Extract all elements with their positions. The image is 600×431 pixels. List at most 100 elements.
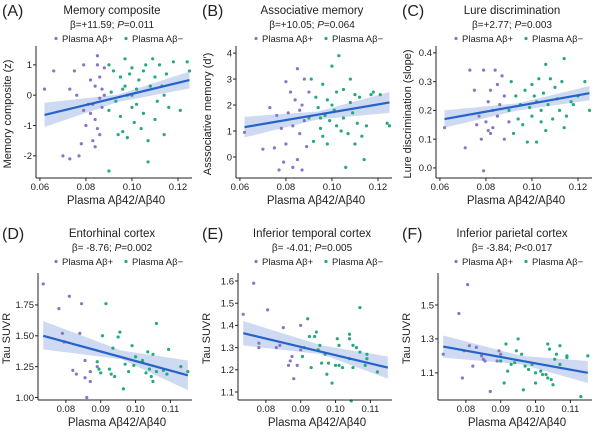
point-abeta-negative	[330, 64, 334, 68]
legend-marker	[254, 36, 258, 41]
point-abeta-negative	[558, 362, 562, 366]
point-abeta-negative	[151, 57, 155, 61]
point-abeta-negative	[186, 369, 190, 374]
point-abeta-negative	[179, 365, 183, 369]
legend-marker	[454, 259, 458, 264]
point-abeta-positive	[484, 120, 488, 124]
point-abeta-negative	[309, 77, 313, 81]
point-abeta-positive	[266, 308, 270, 312]
stat-text: β=+10.05; P=0.064	[269, 20, 355, 31]
point-abeta-positive	[281, 326, 285, 330]
point-abeta-positive	[295, 363, 299, 367]
point-abeta-positive	[286, 111, 290, 115]
point-abeta-negative	[100, 334, 105, 338]
point-abeta-negative	[549, 378, 553, 382]
y-axis-label: Tau SUVR	[201, 313, 213, 364]
point-abeta-negative	[513, 361, 517, 365]
x-tick-label: 0.11	[161, 404, 179, 415]
x-tick-label: 0.08	[457, 404, 476, 415]
point-abeta-negative	[153, 75, 157, 79]
panel-b: (B) Associative memory β=+10.05; P=0.064 Pl…	[200, 0, 400, 215]
y-tick-label: 4	[227, 48, 232, 59]
point-abeta-negative	[149, 374, 153, 379]
point-abeta-positive	[457, 311, 461, 316]
point-abeta-positive	[52, 69, 56, 73]
x-axis-label: Plasma Aβ42/Aβ40	[67, 195, 165, 207]
legend-label: Plasma Aβ+	[462, 34, 514, 45]
x-tick-label: 0.08	[77, 182, 96, 193]
point-abeta-negative	[146, 160, 150, 164]
point-abeta-negative	[537, 77, 541, 81]
legend-marker	[524, 259, 528, 264]
point-abeta-negative	[316, 106, 320, 110]
point-abeta-positive	[68, 87, 72, 91]
point-abeta-negative	[107, 367, 112, 371]
point-abeta-negative	[351, 111, 355, 115]
x-tick-label: 0.08	[277, 182, 296, 193]
point-abeta-positive	[486, 100, 490, 104]
point-abeta-negative	[116, 133, 120, 137]
y-tick-label: 1.00	[16, 393, 35, 404]
point-abeta-negative	[521, 123, 525, 127]
y-axis-label: Lure discrimination (slope)	[402, 50, 414, 179]
point-abeta-negative	[330, 381, 334, 385]
point-abeta-negative	[539, 108, 543, 113]
point-abeta-negative	[313, 334, 317, 339]
point-abeta-negative	[507, 108, 511, 113]
point-abeta-negative	[521, 388, 525, 392]
point-abeta-negative	[509, 80, 513, 84]
point-abeta-negative	[548, 77, 552, 81]
panel-d: (D) Entorhinal cortex β= -8.76; P=0.002 Pla…	[0, 215, 200, 430]
y-tick-label: 1.25	[16, 362, 35, 373]
point-abeta-positive	[82, 63, 86, 67]
panel-title: Associative memory	[261, 5, 364, 17]
point-abeta-negative	[318, 343, 322, 347]
point-abeta-negative	[499, 359, 503, 363]
point-abeta-positive	[95, 126, 100, 131]
point-abeta-positive	[299, 323, 303, 328]
point-abeta-positive	[261, 147, 265, 151]
point-abeta-negative	[318, 116, 323, 120]
point-abeta-positive	[472, 88, 477, 92]
stat-beta: β=+10.05;	[269, 20, 317, 31]
point-abeta-positive	[78, 331, 82, 335]
y-tick-label: 1.3	[221, 343, 234, 354]
point-abeta-positive	[475, 123, 479, 127]
point-abeta-positive	[479, 354, 484, 358]
point-abeta-negative	[114, 99, 118, 103]
point-abeta-positive	[488, 88, 493, 92]
point-abeta-negative	[111, 69, 116, 73]
stat-p-value: <0.017	[521, 243, 552, 254]
point-abeta-negative	[532, 94, 536, 98]
point-abeta-negative	[553, 357, 557, 361]
stat-p-value: =0.002	[121, 243, 152, 254]
y-tick-label: 1.50	[16, 331, 35, 342]
point-abeta-negative	[347, 332, 352, 336]
x-tick-label: 0.10	[123, 182, 142, 193]
stat-beta: β=+2.77;	[472, 20, 514, 31]
regression-line	[42, 334, 189, 377]
point-abeta-negative	[557, 108, 562, 113]
point-abeta-negative	[134, 87, 139, 91]
point-abeta-negative	[540, 372, 545, 377]
point-abeta-negative	[171, 60, 175, 64]
point-abeta-positive	[488, 389, 492, 394]
point-abeta-negative	[328, 119, 332, 123]
legend-label: Plasma Aβ−	[132, 34, 184, 45]
x-axis-label: Plasma Aβ42/Aβ40	[267, 195, 365, 207]
point-abeta-negative	[351, 343, 355, 347]
point-abeta-negative	[530, 82, 534, 87]
point-abeta-negative	[104, 302, 108, 306]
point-abeta-positive	[460, 376, 464, 380]
point-abeta-negative	[107, 108, 111, 112]
point-abeta-positive	[471, 364, 475, 368]
point-abeta-negative	[544, 372, 548, 377]
point-abeta-positive	[482, 68, 486, 72]
panel-c: (C) Lure discrimination β=+2.77; P=0.003 Pl…	[400, 0, 600, 215]
legend-marker	[524, 36, 528, 41]
point-abeta-negative	[533, 381, 538, 385]
point-abeta-positive	[72, 69, 77, 73]
stat-p-symbol: P	[115, 243, 122, 254]
point-abeta-negative	[516, 117, 520, 121]
point-abeta-positive	[98, 75, 102, 79]
